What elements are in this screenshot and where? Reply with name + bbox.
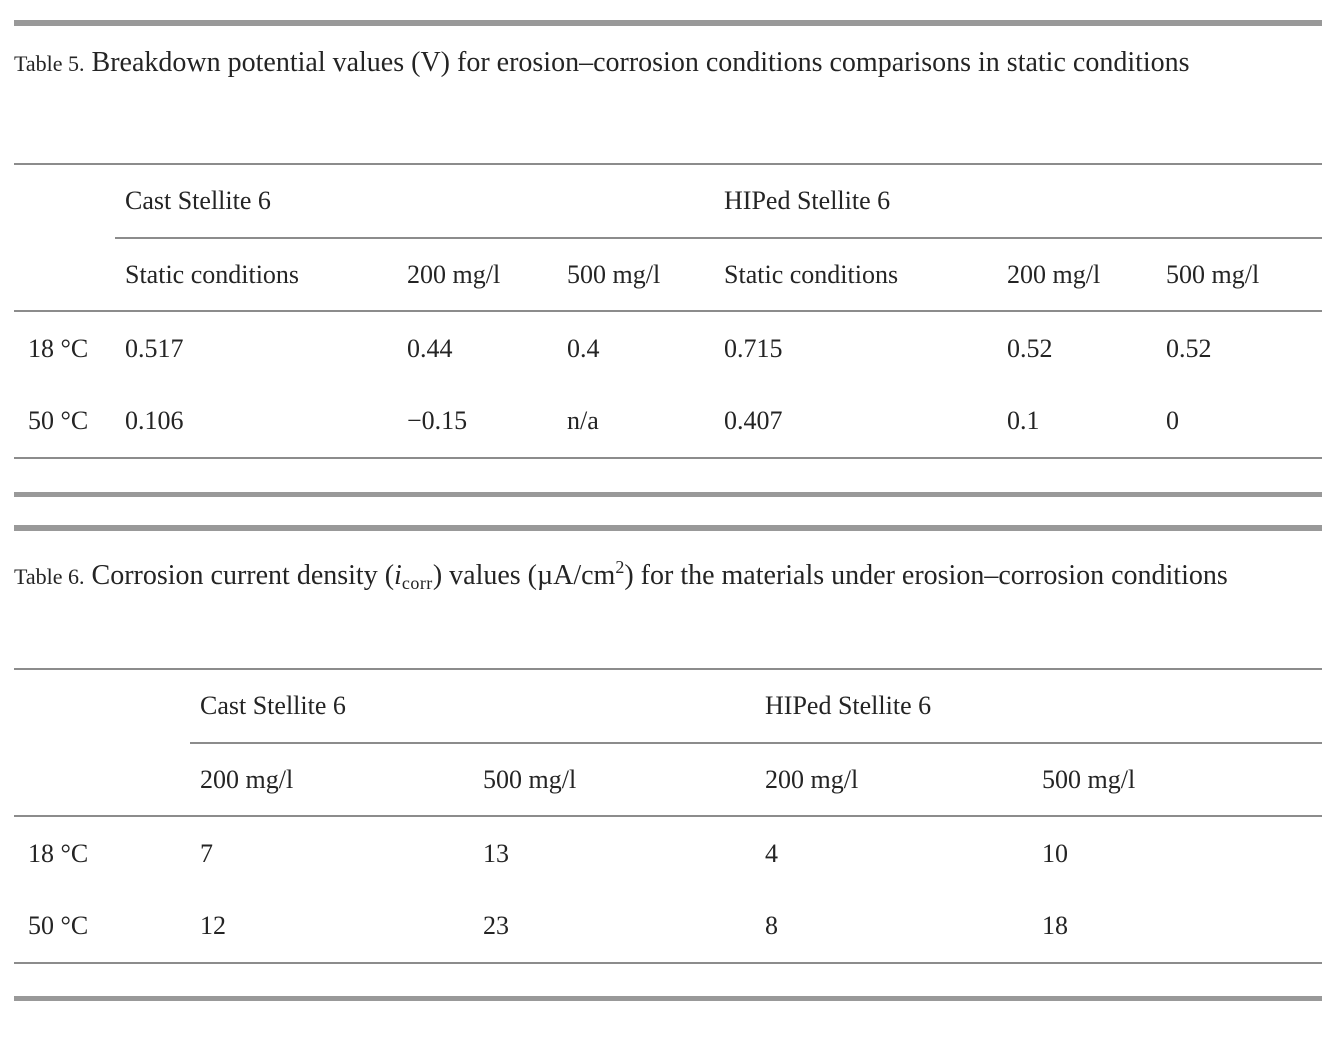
data-cell: 0.715 xyxy=(724,333,783,363)
row-label-18c: 18 °C xyxy=(28,333,89,363)
column-header-500mgl: 500 mg/l xyxy=(557,238,715,312)
table6: Cast Stellite 6 HIPed Stellite 6 200 mg/… xyxy=(14,668,1323,964)
table5-subheader-row: Static conditions 200 mg/l 500 mg/l Stat… xyxy=(14,238,1323,312)
table-row: 50 °C 0.106 −0.15 n/a 0.407 0.1 0 xyxy=(14,385,1323,459)
empty-header-cell xyxy=(14,743,190,817)
column-header-500mgl: 500 mg/l xyxy=(1032,743,1323,817)
data-cell: 0.1 xyxy=(997,385,1157,459)
group-header-hiped-stellite: HIPed Stellite 6 xyxy=(714,164,1323,239)
column-header-200mgl: 200 mg/l xyxy=(997,238,1157,312)
row-label-50c: 50 °C xyxy=(14,890,190,964)
column-header-500mgl: 500 mg/l xyxy=(473,743,756,817)
data-cell: −0.15 xyxy=(397,385,557,459)
table5-caption: Table 5. Breakdown potential values (V) … xyxy=(14,26,1254,163)
column-header-500mgl: 500 mg/l xyxy=(1156,238,1323,312)
caption-text-pre: Corrosion current density ( xyxy=(91,560,395,591)
data-cell: 23 xyxy=(473,890,756,964)
column-header-static-conditions: Static conditions xyxy=(714,238,998,312)
data-cell: 0.44 xyxy=(407,333,453,363)
caption-variable-i: i xyxy=(394,560,402,591)
data-cell: 0.517 xyxy=(125,333,184,363)
data-cell: 7 xyxy=(200,838,213,868)
data-cell: 13 xyxy=(483,838,509,868)
data-cell: 0.106 xyxy=(115,385,397,459)
row-label-18c: 18 °C xyxy=(28,838,89,868)
group-header-cast-stellite: Cast Stellite 6 xyxy=(115,164,715,239)
table-row: 18 °C 7 13 4 10 xyxy=(14,816,1322,890)
table5-group-header-row: Cast Stellite 6 HIPed Stellite 6 xyxy=(14,164,1323,239)
group-header-cast-stellite: Cast Stellite 6 xyxy=(190,669,756,744)
table6-caption-label: Table 6. xyxy=(14,564,85,589)
empty-header-cell xyxy=(14,669,190,743)
data-cell: 18 xyxy=(1032,890,1323,964)
caption-subscript-corr: corr xyxy=(401,573,433,593)
data-cell: 12 xyxy=(190,890,473,964)
data-cell: 10 xyxy=(1042,838,1069,868)
data-cell: 0.52 xyxy=(1166,333,1212,363)
group-header-hiped-stellite: HIPed Stellite 6 xyxy=(755,669,1323,744)
caption-text-mid: ) values (µA/cm xyxy=(432,560,616,591)
data-cell: 0 xyxy=(1156,385,1323,459)
table5-bottom-bar xyxy=(14,492,1322,497)
data-cell: 0.407 xyxy=(714,385,998,459)
table5-caption-text: Breakdown potential values (V) for erosi… xyxy=(91,47,1190,78)
table5-top-bar xyxy=(14,20,1322,26)
empty-header-cell xyxy=(14,238,115,312)
table6-group-header-row: Cast Stellite 6 HIPed Stellite 6 xyxy=(14,669,1323,744)
row-label-50c: 50 °C xyxy=(14,385,115,459)
data-cell: n/a xyxy=(557,385,715,459)
table5-caption-label: Table 5. xyxy=(14,51,85,76)
table-row: 50 °C 12 23 8 18 xyxy=(14,890,1323,964)
table6-caption-text: Corrosion current density (icorr) values… xyxy=(91,557,1228,593)
data-cell: 4 xyxy=(765,838,779,868)
column-header-static-conditions: Static conditions xyxy=(115,238,397,312)
data-cell: 0.52 xyxy=(1007,333,1053,363)
data-cell: 8 xyxy=(755,890,1033,964)
caption-superscript-2: 2 xyxy=(615,557,625,577)
data-cell: 0.4 xyxy=(567,333,600,363)
column-header-200mgl: 200 mg/l xyxy=(190,743,473,817)
column-header-200mgl: 200 mg/l xyxy=(397,238,557,312)
document-page: Table 5. Breakdown potential values (V) … xyxy=(0,20,1336,1052)
table6-subheader-row: 200 mg/l 500 mg/l 200 mg/l 500 mg/l xyxy=(14,743,1323,817)
table6-top-bar xyxy=(14,525,1322,531)
table6-bottom-bar xyxy=(14,996,1322,1001)
empty-header-cell xyxy=(14,164,115,238)
table-row: 18 °C 0.517 0.44 0.4 0.715 0.52 0.52 xyxy=(14,311,1322,385)
caption-text-post: ) for the materials under erosion–corros… xyxy=(624,560,1228,591)
table6-caption: Table 6. Corrosion current density (icor… xyxy=(14,531,1254,668)
table5: Cast Stellite 6 HIPed Stellite 6 Static … xyxy=(14,163,1323,459)
column-header-200mgl: 200 mg/l xyxy=(755,743,1033,817)
